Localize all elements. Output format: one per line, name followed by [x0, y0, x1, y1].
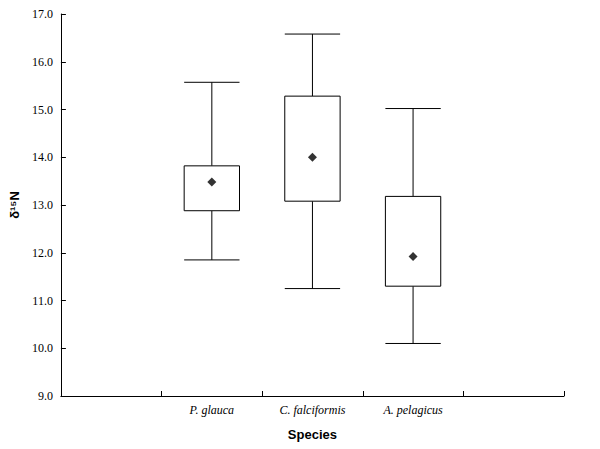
- svg-text:13.0: 13.0: [32, 198, 53, 212]
- svg-text:10.0: 10.0: [32, 341, 53, 355]
- svg-text:14.0: 14.0: [32, 150, 53, 164]
- svg-text:16.0: 16.0: [32, 55, 53, 69]
- svg-text:17.0: 17.0: [32, 7, 53, 21]
- svg-text:12.0: 12.0: [32, 246, 53, 260]
- svg-text:A. pelagicus: A. pelagicus: [382, 403, 443, 417]
- svg-text:Species: Species: [288, 427, 337, 442]
- svg-text:9.0: 9.0: [38, 389, 53, 403]
- svg-text:δ¹⁵N: δ¹⁵N: [7, 191, 22, 219]
- svg-text:P. glauca: P. glauca: [189, 403, 234, 417]
- svg-text:C. falciformis: C. falciformis: [279, 403, 345, 417]
- svg-text:11.0: 11.0: [32, 294, 53, 308]
- svg-text:15.0: 15.0: [32, 103, 53, 117]
